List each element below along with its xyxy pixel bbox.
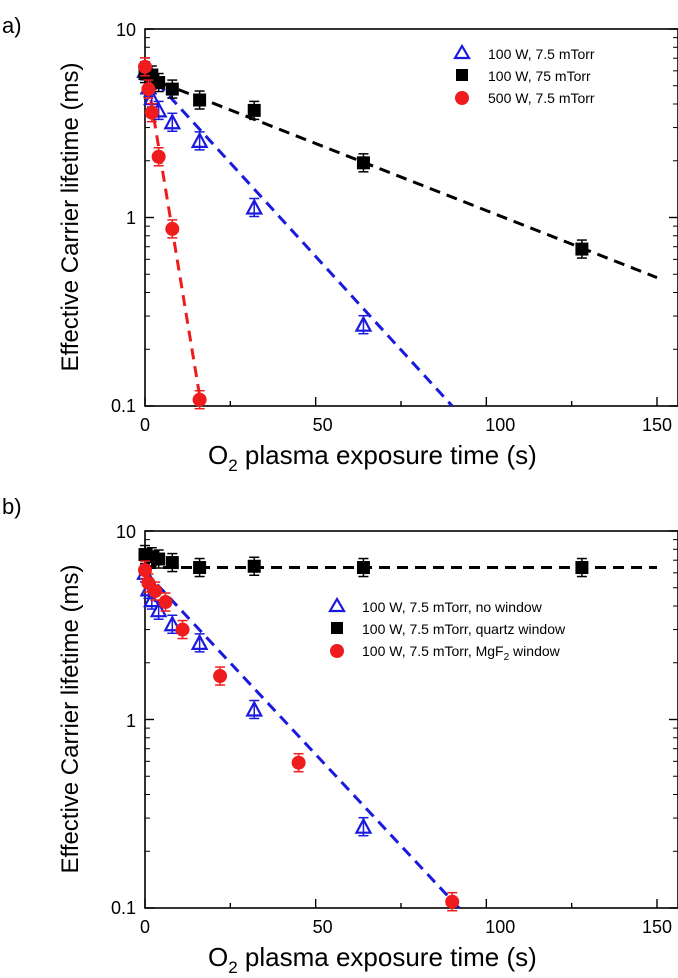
data-point	[193, 90, 207, 110]
panel-b-label: b)	[2, 494, 22, 519]
fit-line	[143, 68, 454, 408]
data-point	[193, 557, 207, 578]
data-point	[354, 314, 373, 335]
data-point	[575, 239, 589, 259]
panel-a-xtick-label-2: 100	[485, 415, 515, 435]
panel-b-xtick-label-3: 150	[642, 917, 672, 937]
data-point	[163, 112, 182, 133]
data-point	[192, 389, 207, 410]
panel-b-data-points	[136, 544, 589, 912]
panel-b-fit-lines	[143, 566, 657, 910]
legend-label: 100 W, 7.5 mTorr, no window	[362, 599, 543, 615]
legend-label: 100 W, 7.5 mTorr	[488, 46, 595, 62]
data-point	[165, 552, 179, 573]
data-point	[165, 219, 180, 239]
data-point	[356, 153, 370, 173]
data-point	[148, 581, 163, 601]
panel-b-plot-frame	[144, 530, 678, 909]
panel-b-ytick-label-2: 10	[116, 522, 136, 542]
panel-b-x-axis-title: O2 plasma exposure time (s)	[208, 942, 537, 977]
data-point	[151, 147, 166, 167]
data-point	[356, 557, 370, 578]
panel-a-ticks	[144, 28, 678, 407]
panel-a-ytick-label-0: 0.1	[111, 396, 136, 416]
data-point	[190, 633, 209, 653]
data-point	[163, 614, 182, 635]
panel-a-x-axis-title: O2 plasma exposure time (s)	[208, 440, 537, 475]
data-point	[190, 131, 209, 151]
data-point	[245, 197, 264, 218]
panel-b-ytick-label-0: 0.1	[111, 898, 136, 918]
legend-label: 100 W, 7.5 mTorr, quartz window	[362, 621, 566, 637]
fit-line	[144, 75, 658, 279]
panel-b-xtick-label-0: 0	[140, 917, 150, 937]
panel-b: b) 0 50 100 150 0.1 1 10 O2 plasma expos…	[2, 494, 678, 977]
data-point	[247, 100, 261, 121]
panel-b-ticks	[144, 530, 678, 909]
panel-b-ytick-label-1: 1	[126, 711, 136, 731]
fit-line	[143, 570, 461, 910]
legend-label: 100 W, 7.5 mTorr, MgF2 window	[362, 643, 561, 663]
data-point	[213, 666, 228, 686]
legend-label: 500 W, 7.5 mTorr	[488, 90, 595, 106]
data-point	[152, 549, 166, 569]
legend-label: 100 W, 75 mTorr	[488, 68, 591, 84]
data-point	[575, 557, 589, 578]
panel-a-ytick-label-1: 1	[126, 208, 136, 228]
legend-marker-triangle	[328, 596, 346, 613]
data-point	[158, 592, 173, 612]
legend-marker-triangle	[453, 43, 471, 60]
panel-a-legend: 100 W, 7.5 mTorr 100 W, 75 mTorr 500 W, …	[453, 43, 595, 106]
panel-b-y-axis-title: Effective Carrier lifetime (ms)	[57, 565, 84, 874]
panel-b-xtick-label-2: 100	[485, 917, 515, 937]
data-point	[354, 816, 373, 837]
panel-a-y-axis-title: Effective Carrier lifetime (ms)	[57, 63, 84, 372]
data-point	[141, 79, 156, 99]
panel-b-xtick-label-1: 50	[313, 917, 333, 937]
data-point	[165, 79, 179, 99]
panel-a-label: a)	[2, 13, 22, 38]
panel-a-fit-lines	[143, 64, 658, 408]
legend-marker-square	[456, 69, 468, 81]
data-point	[144, 102, 159, 123]
data-point	[138, 57, 152, 77]
panel-a-data-points	[136, 57, 589, 410]
data-point	[445, 891, 460, 912]
data-point	[152, 72, 166, 93]
data-point	[247, 556, 261, 577]
data-point	[291, 752, 306, 773]
legend-marker-circle	[330, 644, 344, 658]
data-point	[175, 619, 190, 640]
legend-marker-square	[331, 622, 343, 634]
panel-a-plot-frame	[144, 28, 678, 407]
panel-a-xtick-label-3: 150	[642, 415, 672, 435]
data-point	[245, 699, 264, 720]
panel-a: a) 0 50 100 150 0.1 1 10 O2 plasma expos…	[2, 13, 678, 475]
panel-a-ytick-label-2: 10	[116, 20, 136, 40]
panel-a-xtick-label-0: 0	[140, 415, 150, 435]
panel-b-legend: 100 W, 7.5 mTorr, no window 100 W, 7.5 m…	[328, 596, 566, 663]
legend-marker-circle	[455, 91, 469, 105]
panel-a-xtick-label-1: 50	[313, 415, 333, 435]
